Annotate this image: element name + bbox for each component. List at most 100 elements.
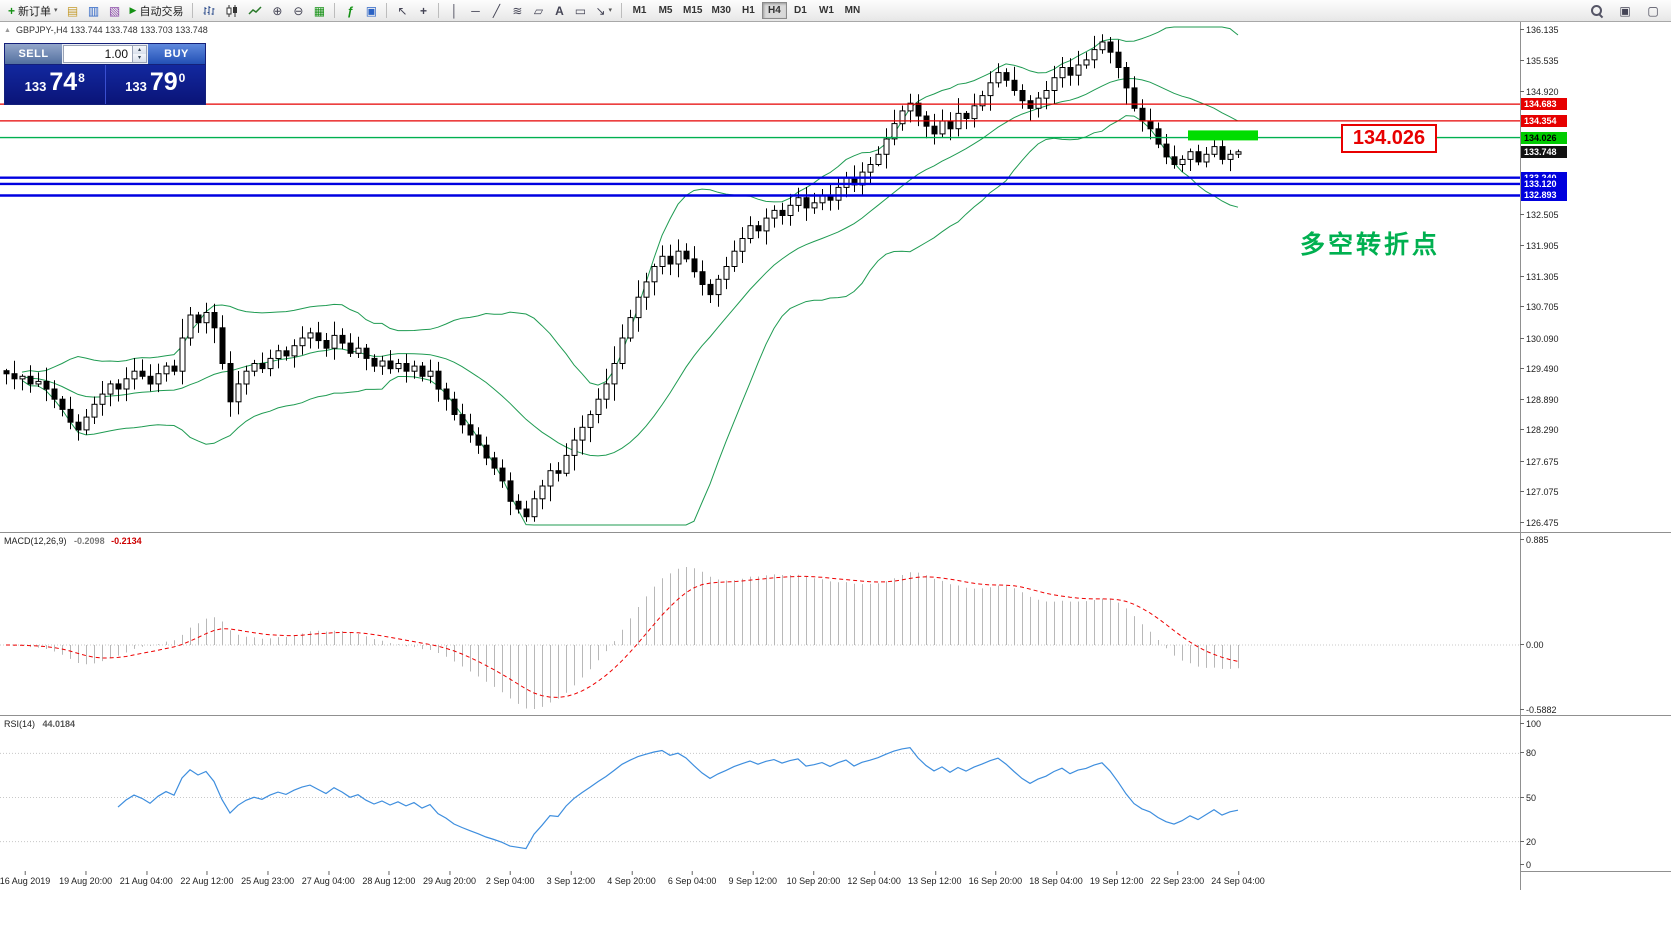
rsi-scale-tick: 20 xyxy=(1519,836,1537,847)
lot-size-control[interactable]: 1.00 ▴ ▾ xyxy=(63,45,147,63)
price-tick: 127.675 xyxy=(1520,456,1559,467)
macd-histogram xyxy=(14,567,1239,709)
timeframe-h1-button[interactable]: H1 xyxy=(736,2,761,19)
crosshair-button[interactable]: + xyxy=(413,1,433,21)
window-tile-button[interactable]: ▣ xyxy=(1615,1,1635,21)
shapes-button[interactable]: ▱ xyxy=(528,1,548,21)
rsi-scale-tick: 50 xyxy=(1519,792,1537,803)
price-axis-line xyxy=(1520,22,1521,890)
timeframe-m30-button[interactable]: M30 xyxy=(707,2,734,19)
buy-price-big: 79 xyxy=(149,68,178,96)
sell-price-base: 133 xyxy=(24,79,47,94)
one-click-toggle-icon[interactable]: ▲ xyxy=(4,26,11,34)
time-label: 12 Sep 04:00 xyxy=(847,871,901,886)
rsi-scale-tick: 0 xyxy=(1519,860,1532,870)
toolbar-separator xyxy=(438,3,440,18)
toolbar-separator xyxy=(334,3,336,18)
window-tile-icon: ▣ xyxy=(1619,3,1631,18)
plus-icon: + xyxy=(8,3,16,18)
horizontal-line-button[interactable]: ─ xyxy=(465,1,485,21)
pane-separator[interactable] xyxy=(0,715,1671,716)
timeframe-d1-button[interactable]: D1 xyxy=(788,2,813,19)
text-label-button[interactable]: ▭ xyxy=(570,1,590,21)
candlestick-icon xyxy=(226,4,238,17)
window-cascade-button[interactable]: ▢ xyxy=(1643,1,1663,21)
timeframe-mn-button[interactable]: MN xyxy=(840,2,865,19)
rsi-line xyxy=(117,746,1239,850)
time-label: 19 Aug 20:00 xyxy=(59,871,113,886)
trendline-icon: ╱ xyxy=(492,3,501,18)
time-label: 19 Sep 12:00 xyxy=(1089,871,1144,886)
lot-decrease-button[interactable]: ▾ xyxy=(133,54,146,62)
fibonacci-button[interactable]: ≋ xyxy=(507,1,527,21)
search-button[interactable] xyxy=(1587,1,1607,21)
profiles-button[interactable]: ▤ xyxy=(63,1,83,21)
zoom-in-button[interactable]: ⊕ xyxy=(267,1,287,21)
fibonacci-icon: ≋ xyxy=(512,3,523,18)
new-order-label: 新订单 xyxy=(18,5,52,18)
time-label: 22 Sep 23:00 xyxy=(1150,871,1205,886)
one-click-prices: 133 74 8 133 79 0 xyxy=(5,65,205,104)
time-label: 27 Aug 04:00 xyxy=(301,871,355,886)
price-chart-canvas[interactable] xyxy=(0,22,1520,890)
market-watch-icon: ▥ xyxy=(87,3,100,18)
one-click-trading-panel: SELL 1.00 ▴ ▾ BUY 133 74 8 133 79 0 xyxy=(4,43,206,105)
tile-windows-button[interactable]: ▦ xyxy=(309,1,329,21)
indicators-button[interactable]: ƒ xyxy=(340,1,360,21)
time-label: 29 Aug 20:00 xyxy=(423,871,477,886)
price-marker: 134.683 xyxy=(1521,98,1567,111)
price-callout-box[interactable]: 134.026 xyxy=(1341,124,1437,153)
zoom-out-button[interactable]: ⊖ xyxy=(288,1,308,21)
time-label: 9 Sep 12:00 xyxy=(728,871,778,886)
chevron-down-icon: ▾ xyxy=(54,7,58,14)
price-tick: 128.290 xyxy=(1520,425,1559,436)
timeframe-w1-button[interactable]: W1 xyxy=(814,2,839,19)
buy-price[interactable]: 133 79 0 xyxy=(106,65,206,104)
turning-point-annotation[interactable]: 多空转折点 xyxy=(1300,231,1441,259)
arrows-button[interactable]: ↘ ▾ xyxy=(591,1,616,21)
timeframe-h4-button[interactable]: H4 xyxy=(761,2,787,19)
sell-price[interactable]: 133 74 8 xyxy=(5,65,106,104)
time-label: 25 Aug 23:00 xyxy=(241,871,295,886)
buy-button[interactable]: BUY xyxy=(148,44,205,64)
price-tick: 130.705 xyxy=(1520,302,1559,313)
text-tool-button[interactable]: A xyxy=(549,1,569,21)
price-tick: 131.905 xyxy=(1520,240,1559,251)
cursor-icon: ↖ xyxy=(397,3,408,18)
sell-button[interactable]: SELL xyxy=(5,44,62,64)
highlight-zone[interactable] xyxy=(1188,130,1258,141)
market-watch-button[interactable]: ▥ xyxy=(84,1,104,21)
time-axis[interactable]: 16 Aug 2019 19 Aug 20:00 21 Aug 04:00 22 Au… xyxy=(0,871,1520,891)
horizontal-line-icon: ─ xyxy=(471,3,480,18)
time-label: 24 Sep 04:00 xyxy=(1211,871,1265,886)
shapes-icon: ▱ xyxy=(533,3,544,18)
cursor-button[interactable]: ↖ xyxy=(392,1,412,21)
zoom-in-icon: ⊕ xyxy=(272,3,283,18)
rsi-indicator-label: RSI(14) 44.0184 xyxy=(4,719,75,729)
vertical-line-button[interactable]: │ xyxy=(444,1,464,21)
macd-scale-tick: -0.5882 xyxy=(1520,705,1557,715)
price-scale[interactable]: 136.135 135.535 134.920 132.505 131.905 131.3… xyxy=(1519,22,1671,890)
lot-increase-button[interactable]: ▴ xyxy=(133,46,146,54)
price-marker: 134.354 xyxy=(1521,114,1567,127)
buy-price-base: 133 xyxy=(125,79,147,94)
toolbar-separator xyxy=(621,3,623,18)
timeframe-m15-button[interactable]: M15 xyxy=(679,2,706,19)
bar-chart-button[interactable] xyxy=(198,1,220,21)
line-chart-button[interactable] xyxy=(244,1,266,21)
candlestick-chart-button[interactable] xyxy=(221,1,243,21)
autotrading-button[interactable]: ▶ 自动交易 xyxy=(126,1,188,21)
objects-list-button[interactable]: ▣ xyxy=(361,1,381,21)
new-order-button[interactable]: + 新订单 ▾ xyxy=(4,1,62,21)
timeframe-m5-button[interactable]: M5 xyxy=(653,2,678,19)
data-window-button[interactable]: ▧ xyxy=(105,1,125,21)
time-label: 10 Sep 20:00 xyxy=(786,871,841,886)
pane-separator[interactable] xyxy=(0,532,1671,533)
toolbar-separator xyxy=(386,3,388,18)
timeframe-m1-button[interactable]: M1 xyxy=(627,2,652,19)
time-label: 2 Sep 04:00 xyxy=(485,871,535,886)
lot-size-value[interactable]: 1.00 xyxy=(104,47,128,61)
ohlc-readout: ▲ GBPJPY-,H4 133.744 133.748 133.703 133… xyxy=(4,25,208,35)
tile-windows-icon: ▦ xyxy=(313,3,326,18)
trendline-button[interactable]: ╱ xyxy=(486,1,506,21)
